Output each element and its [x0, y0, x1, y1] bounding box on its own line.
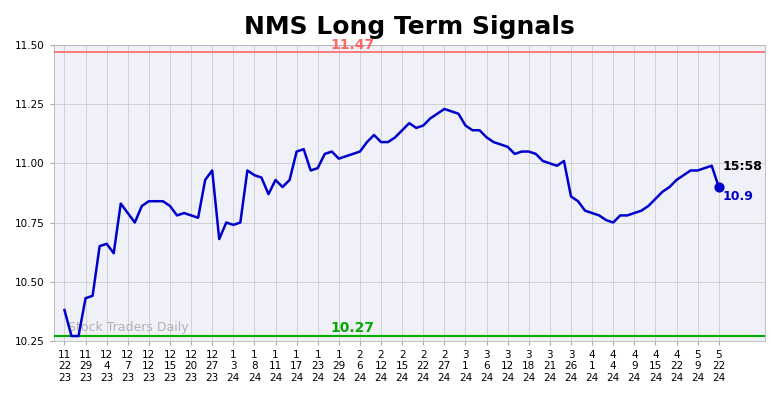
Title: NMS Long Term Signals: NMS Long Term Signals — [244, 15, 575, 39]
Text: Stock Traders Daily: Stock Traders Daily — [68, 321, 189, 334]
Text: 10.9: 10.9 — [723, 190, 754, 203]
Text: 11.47: 11.47 — [330, 38, 375, 52]
Point — [713, 184, 725, 190]
Text: 15:58: 15:58 — [723, 160, 763, 174]
Text: 10.27: 10.27 — [330, 322, 374, 336]
